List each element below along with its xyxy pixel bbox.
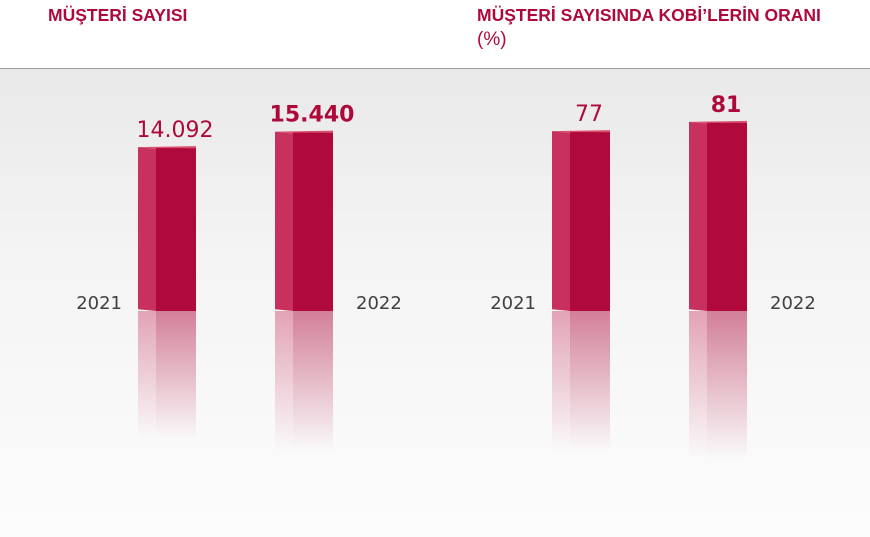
data-label: 77: [575, 102, 603, 127]
bar-reflection: [156, 311, 196, 439]
header: MÜŞTERİ SAYISI MÜŞTERİ SAYISINDA KOBİ’LE…: [0, 0, 870, 68]
bar-reflection: [293, 311, 333, 451]
bar: [156, 148, 196, 311]
chart-subtitle-sme-ratio: (%): [477, 29, 507, 50]
bar-reflection: [707, 311, 747, 459]
bar-reflection: [570, 311, 610, 452]
bar-side: [689, 121, 707, 312]
bar-reflection: [275, 311, 293, 451]
bar-reflection: [138, 311, 156, 439]
bar-reflection: [552, 311, 570, 452]
data-label: 15.440: [270, 103, 355, 128]
data-label: 81: [711, 93, 742, 118]
bar: [293, 132, 333, 311]
bar: [570, 132, 610, 311]
category-label: 2022: [770, 293, 816, 314]
chart-title-customers: MÜŞTERİ SAYISI: [48, 5, 188, 25]
bar-reflection: [689, 311, 707, 459]
category-label: 2022: [356, 293, 402, 314]
category-label: 2021: [490, 293, 536, 314]
bar-side: [138, 147, 156, 311]
chart-title-sme-ratio: MÜŞTERİ SAYISINDA KOBİ’LERİN ORANI: [477, 5, 821, 25]
bar-side: [552, 131, 570, 311]
bar-side: [275, 131, 293, 311]
bar: [707, 122, 747, 312]
category-label: 2021: [76, 293, 122, 314]
data-label: 14.092: [137, 118, 214, 143]
header-divider: [0, 68, 870, 69]
